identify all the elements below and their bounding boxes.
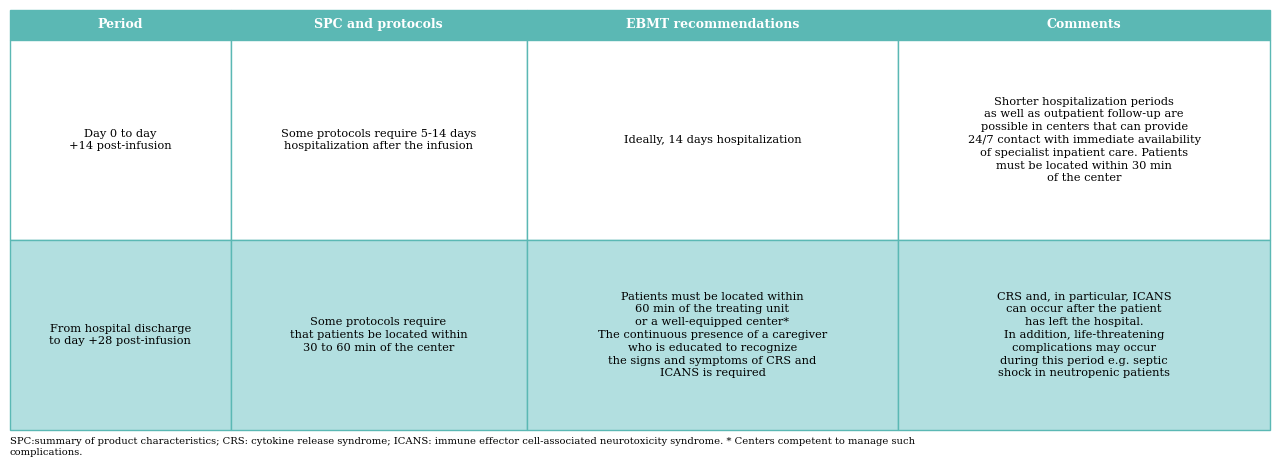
Bar bbox=[526, 240, 899, 430]
Bar bbox=[899, 240, 1270, 430]
Bar bbox=[10, 10, 230, 40]
Bar bbox=[230, 40, 526, 240]
Bar bbox=[899, 40, 1270, 240]
Bar bbox=[526, 10, 899, 40]
Text: Patients must be located within
60 min of the treating unit
or a well-equipped c: Patients must be located within 60 min o… bbox=[598, 291, 827, 378]
Bar bbox=[526, 40, 899, 240]
Text: Some protocols require
that patients be located within
30 to 60 min of the cente: Some protocols require that patients be … bbox=[289, 317, 467, 353]
Bar bbox=[899, 10, 1270, 40]
Bar bbox=[10, 240, 230, 430]
Text: Ideally, 14 days hospitalization: Ideally, 14 days hospitalization bbox=[623, 135, 801, 145]
Text: SPC and protocols: SPC and protocols bbox=[314, 18, 443, 32]
Text: Period: Period bbox=[97, 18, 143, 32]
Text: SPC:summary of product characteristics; CRS: cytokine release syndrome; ICANS: i: SPC:summary of product characteristics; … bbox=[10, 437, 915, 457]
Text: Shorter hospitalization periods
as well as outpatient follow-up are
possible in : Shorter hospitalization periods as well … bbox=[968, 96, 1201, 184]
Text: EBMT recommendations: EBMT recommendations bbox=[626, 18, 799, 32]
Bar bbox=[230, 240, 526, 430]
Bar bbox=[10, 40, 230, 240]
Text: Day 0 to day
+14 post-infusion: Day 0 to day +14 post-infusion bbox=[69, 129, 172, 151]
Bar bbox=[230, 10, 526, 40]
Text: Some protocols require 5-14 days
hospitalization after the infusion: Some protocols require 5-14 days hospita… bbox=[280, 129, 476, 151]
Text: Comments: Comments bbox=[1047, 18, 1121, 32]
Text: From hospital discharge
to day +28 post-infusion: From hospital discharge to day +28 post-… bbox=[50, 324, 191, 346]
Text: CRS and, in particular, ICANS
can occur after the patient
has left the hospital.: CRS and, in particular, ICANS can occur … bbox=[997, 291, 1171, 378]
